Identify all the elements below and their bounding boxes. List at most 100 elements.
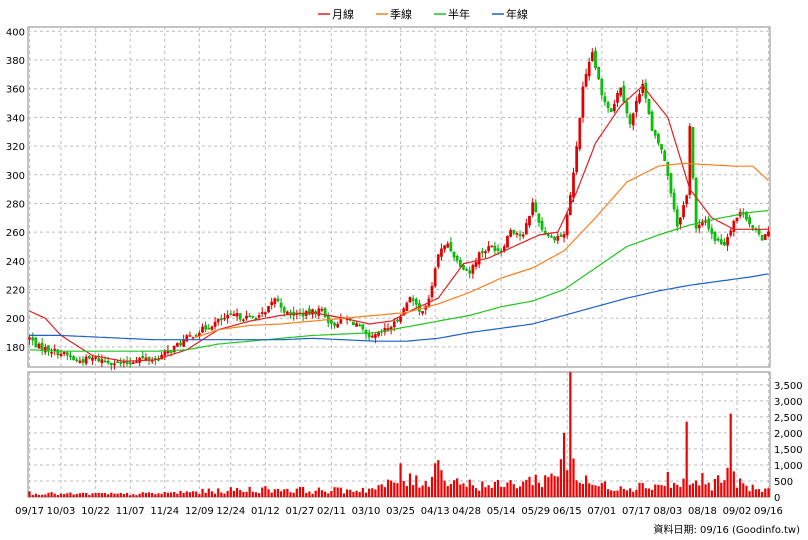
volume-bar bbox=[544, 475, 547, 497]
price-tick-label: 180 bbox=[6, 343, 25, 354]
candle-body bbox=[484, 251, 487, 254]
volume-bar bbox=[764, 488, 767, 497]
volume-bar bbox=[518, 486, 522, 497]
candle-body bbox=[242, 319, 245, 321]
volume-bar bbox=[717, 475, 720, 497]
volume-bar bbox=[742, 483, 745, 497]
candle-body bbox=[506, 235, 509, 248]
candle-body bbox=[65, 352, 69, 356]
volume-bar bbox=[69, 492, 72, 497]
candle-body bbox=[286, 311, 289, 315]
x-tick-label: 09/02 bbox=[723, 506, 752, 517]
candle-body bbox=[760, 235, 764, 241]
volume-bar bbox=[116, 493, 119, 497]
volume-bar bbox=[201, 488, 204, 497]
volume-bar bbox=[613, 490, 616, 497]
candle-body bbox=[414, 299, 418, 305]
volume-bar bbox=[119, 492, 122, 497]
candle-body bbox=[691, 127, 695, 178]
candle-body bbox=[386, 328, 390, 330]
candle-body bbox=[216, 318, 220, 323]
volume-bar bbox=[88, 494, 91, 497]
volume-tick-label: 3,500 bbox=[774, 381, 803, 392]
volume-bar bbox=[632, 491, 635, 497]
candle-body bbox=[232, 313, 236, 317]
volume-bar bbox=[31, 494, 34, 497]
volume-bar bbox=[242, 491, 245, 497]
candle-body bbox=[308, 308, 311, 315]
x-tick-label: 05/29 bbox=[521, 506, 550, 517]
candle-body bbox=[421, 311, 424, 314]
volume-bar bbox=[635, 489, 638, 497]
candle-body bbox=[487, 246, 490, 252]
volume-bar bbox=[314, 490, 317, 497]
volume-bar bbox=[100, 493, 103, 497]
candle-body bbox=[553, 236, 556, 241]
candle-body bbox=[631, 113, 635, 126]
volume-bar bbox=[679, 487, 682, 497]
volume-bar bbox=[245, 491, 248, 497]
candle-body bbox=[34, 337, 38, 347]
candle-body bbox=[531, 202, 534, 216]
volume-bar bbox=[50, 492, 53, 497]
candle-body bbox=[408, 297, 412, 303]
x-tick-label: 01/27 bbox=[286, 506, 315, 517]
candle-body bbox=[540, 220, 544, 230]
candle-body bbox=[106, 360, 110, 364]
candle-body bbox=[392, 321, 396, 328]
candle-body bbox=[109, 362, 113, 365]
candle-body bbox=[267, 305, 270, 313]
candle-body bbox=[493, 245, 497, 251]
candle-body bbox=[185, 335, 189, 342]
volume-bar bbox=[207, 488, 210, 497]
candle-body bbox=[367, 333, 371, 338]
volume-bar bbox=[298, 487, 302, 497]
volume-bar bbox=[412, 485, 415, 497]
price-tick-label: 220 bbox=[6, 286, 25, 297]
volume-bar bbox=[572, 458, 575, 497]
candle-body bbox=[248, 315, 252, 318]
candle-body bbox=[578, 117, 582, 150]
volume-bar bbox=[220, 492, 223, 497]
candle-body bbox=[675, 209, 679, 227]
candle-body bbox=[84, 356, 88, 364]
price-tick-label: 280 bbox=[6, 199, 25, 210]
x-tick-label: 12/24 bbox=[216, 506, 245, 517]
candle-body bbox=[628, 114, 632, 125]
volume-bar bbox=[588, 483, 591, 497]
volume-bar bbox=[91, 493, 94, 497]
candle-body bbox=[50, 352, 53, 354]
volume-bar bbox=[628, 488, 632, 497]
price-tick-label: 260 bbox=[6, 228, 25, 239]
candle-body bbox=[326, 315, 330, 323]
volume-bar bbox=[185, 491, 188, 497]
volume-bar bbox=[229, 487, 232, 497]
candle-body bbox=[534, 202, 538, 213]
volume-bar bbox=[512, 484, 515, 497]
volume-bar bbox=[85, 492, 88, 497]
x-tick-label: 04/13 bbox=[421, 506, 450, 517]
volume-bar bbox=[195, 491, 198, 497]
candle-body bbox=[496, 248, 500, 251]
candle-body bbox=[584, 74, 588, 87]
candle-body bbox=[666, 161, 670, 176]
volume-bar bbox=[474, 488, 478, 497]
volume-bar bbox=[522, 481, 525, 497]
volume-tick-label: 3,000 bbox=[774, 397, 803, 408]
volume-plot-frame bbox=[27, 371, 771, 498]
candle-body bbox=[480, 251, 484, 254]
candle-body bbox=[763, 234, 767, 240]
candle-body bbox=[320, 309, 324, 311]
x-tick-label: 09/17 bbox=[15, 506, 44, 517]
volume-bar bbox=[358, 492, 361, 497]
volume-bar bbox=[135, 495, 138, 497]
candle-body bbox=[56, 349, 60, 356]
candle-body bbox=[716, 238, 720, 241]
volume-bar bbox=[276, 488, 280, 497]
candle-body bbox=[323, 308, 327, 318]
x-tick-label: 03/25 bbox=[386, 506, 415, 517]
candle-body bbox=[619, 87, 623, 96]
volume-bar bbox=[289, 492, 292, 497]
volume-bar bbox=[47, 492, 50, 497]
volume-bar bbox=[408, 473, 412, 497]
